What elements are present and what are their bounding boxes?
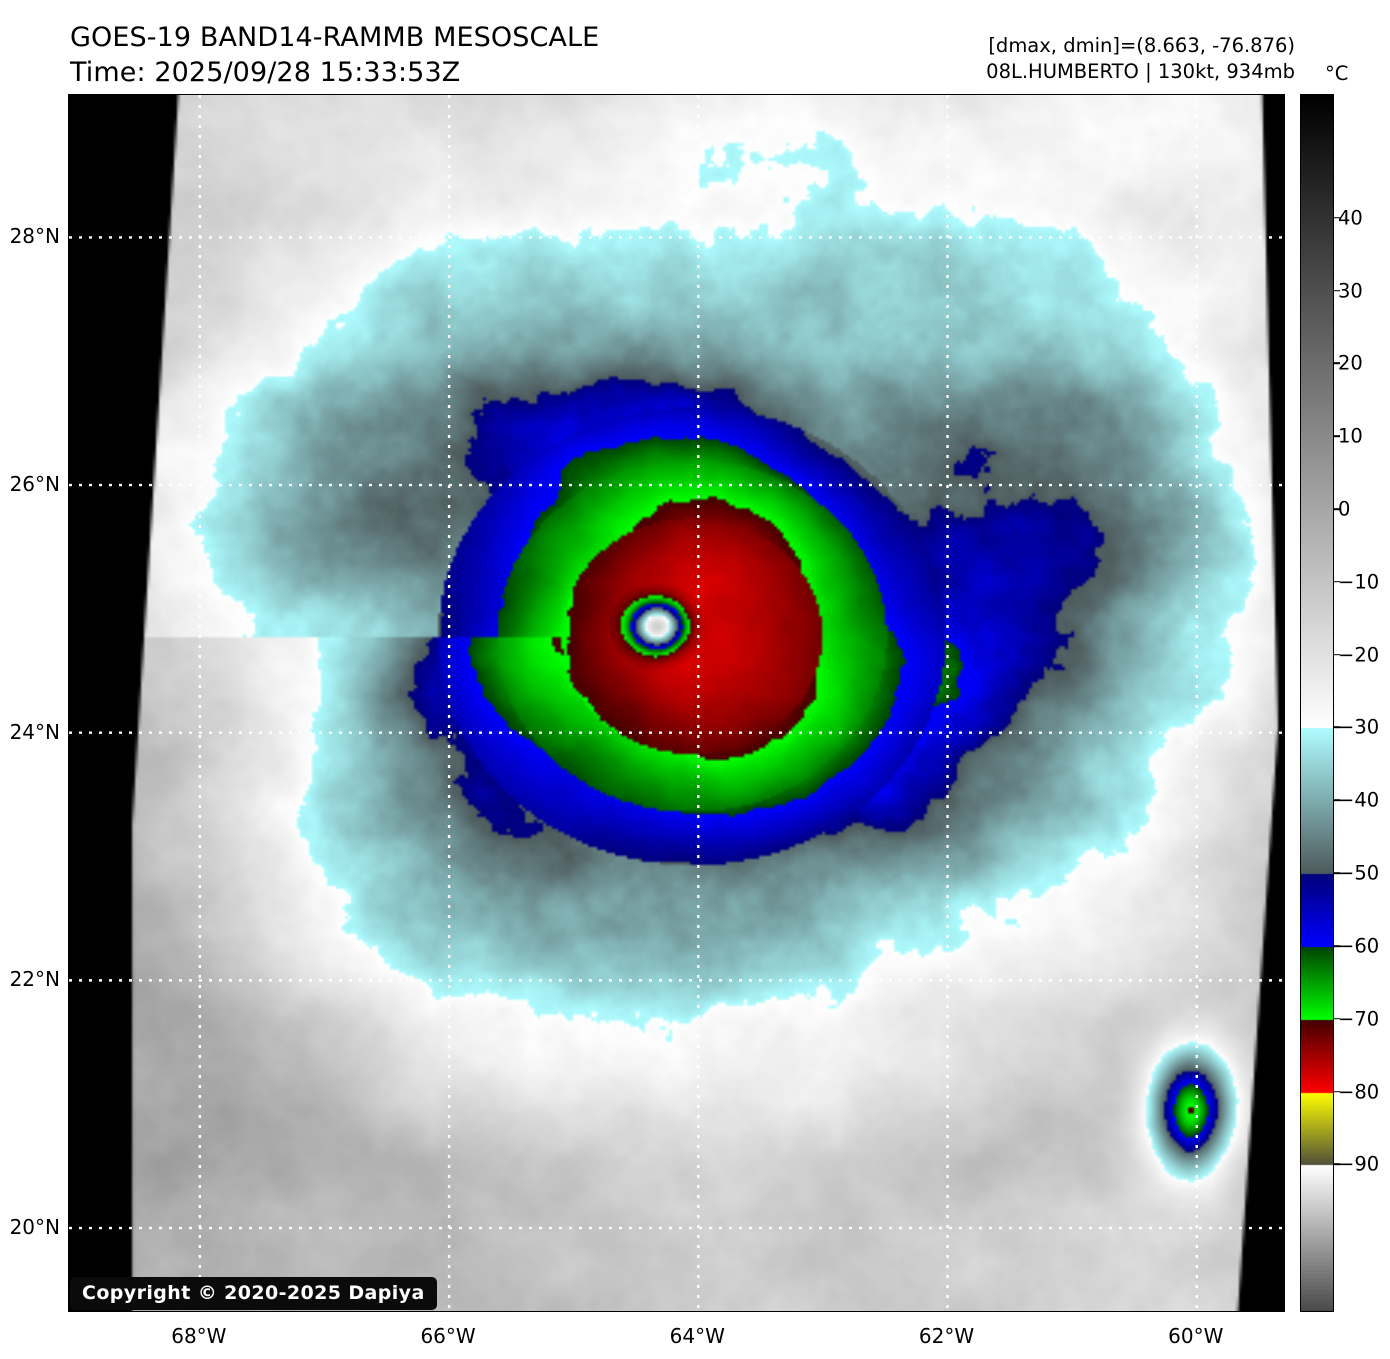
lat-tick-label: 26°N bbox=[9, 472, 60, 497]
lon-tick-label: 64°W bbox=[669, 1324, 725, 1348]
colorbar-tick-label: −70 bbox=[1338, 1007, 1380, 1031]
colorbar-tick-mark bbox=[1333, 289, 1340, 292]
colorbar-tick-mark bbox=[1333, 726, 1340, 729]
colorbar-tick-mark bbox=[1333, 1163, 1340, 1166]
lat-tick-label: 20°N bbox=[9, 1215, 60, 1240]
storm-info-label: 08L.HUMBERTO | 130kt, 934mb bbox=[986, 60, 1295, 84]
timestamp-label: Time: 2025/09/28 15:33:53Z bbox=[70, 57, 461, 89]
lat-tick-label: 28°N bbox=[9, 224, 60, 249]
lon-tick-label: 62°W bbox=[918, 1324, 975, 1348]
dminmax-label: [dmax, dmin]=(8.663, -76.876) bbox=[988, 34, 1295, 57]
title-block: GOES-19 BAND14-RAMMB MESOSCALE Time: 202… bbox=[70, 20, 599, 90]
lon-tick-label: 66°W bbox=[420, 1324, 476, 1348]
colorbar-unit-label: °C bbox=[1325, 62, 1349, 85]
colorbar-tick-label: −20 bbox=[1338, 643, 1380, 667]
satellite-raster bbox=[69, 95, 1284, 1311]
colorbar-tick-label: −90 bbox=[1338, 1152, 1380, 1176]
page-title: GOES-19 BAND14-RAMMB MESOSCALE bbox=[70, 22, 600, 53]
lat-tick-label: 22°N bbox=[9, 967, 60, 992]
copyright-watermark: Copyright © 2020-2025 Dapiya bbox=[70, 1277, 437, 1310]
lon-tick-label: 68°W bbox=[171, 1324, 227, 1348]
colorbar-tick-label: −10 bbox=[1338, 570, 1380, 594]
colorbar-tick-mark bbox=[1333, 362, 1340, 365]
colorbar-gradient bbox=[1301, 95, 1333, 1311]
satellite-image-plot[interactable] bbox=[68, 94, 1285, 1312]
colorbar-tick-label: −80 bbox=[1338, 1080, 1380, 1104]
colorbar-tick-mark bbox=[1333, 581, 1340, 583]
colorbar-tick-mark bbox=[1333, 1017, 1340, 1020]
colorbar-tick-label: −50 bbox=[1338, 861, 1380, 885]
satellite-imagery-canvas bbox=[69, 95, 1284, 1311]
colorbar-tick-label: −30 bbox=[1338, 715, 1380, 739]
colorbar-tick-label: −60 bbox=[1338, 934, 1380, 958]
colorbar-tick-label: 10 bbox=[1338, 424, 1363, 448]
colorbar-tick-mark bbox=[1333, 1090, 1340, 1093]
colorbar-tick-label: 40 bbox=[1338, 206, 1363, 230]
colorbar-tick-mark bbox=[1333, 799, 1340, 802]
lat-tick-label: 24°N bbox=[9, 719, 60, 744]
colorbar-tick-mark bbox=[1333, 216, 1340, 219]
colorbar-tick-mark bbox=[1333, 435, 1340, 438]
colorbar-tick-label: 20 bbox=[1338, 351, 1363, 375]
colorbar-tick-mark bbox=[1333, 872, 1340, 874]
colorbar-tick-label: −40 bbox=[1338, 788, 1380, 812]
lon-tick-label: 60°W bbox=[1168, 1324, 1224, 1348]
colorbar-tick-label: 0 bbox=[1338, 497, 1351, 521]
colorbar-tick-mark bbox=[1333, 508, 1340, 510]
colorbar-tick-label: 30 bbox=[1338, 279, 1363, 303]
metadata-block: [dmax, dmin]=(8.663, -76.876) 08L.HUMBER… bbox=[986, 33, 1295, 86]
colorbar-tick-mark bbox=[1333, 945, 1340, 947]
colorbar-raster bbox=[1301, 95, 1333, 1311]
colorbar[interactable] bbox=[1300, 94, 1334, 1312]
gridlines bbox=[69, 95, 1284, 1311]
colorbar-tick-mark bbox=[1333, 653, 1340, 656]
